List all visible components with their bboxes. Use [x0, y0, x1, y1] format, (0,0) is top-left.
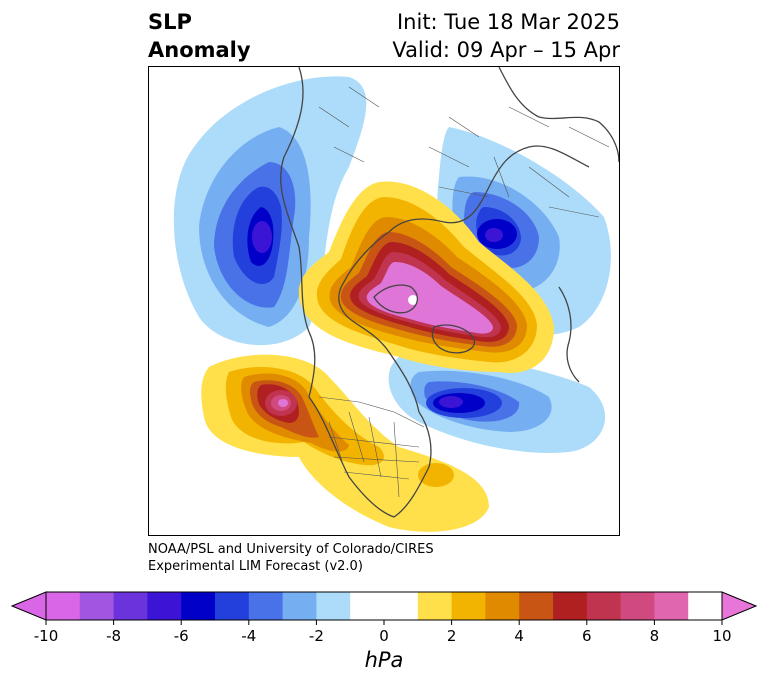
- colorbar-cell: [316, 592, 351, 620]
- forecast-dates: Init: Tue 18 Mar 2025 Valid: 09 Apr – 15…: [392, 8, 620, 64]
- colorbar-unit: hPa: [364, 648, 404, 672]
- colorbar-cell: [485, 592, 520, 620]
- colorbar-over-arrow: [721, 591, 758, 621]
- colorbar-cell: [248, 592, 284, 620]
- borders: [318, 86, 610, 498]
- colorbar-cell: [147, 592, 182, 620]
- colorbar-ticks: [45, 620, 723, 625]
- colorbar-tick-label: 2: [446, 627, 457, 645]
- colorbar-tick-label: 6: [582, 627, 592, 645]
- colorbar-cell: [519, 592, 554, 620]
- colorbar-cell: [282, 592, 317, 620]
- colorbar-under-arrow: [10, 591, 47, 621]
- title-line-1: SLP: [148, 10, 192, 34]
- colorbar-cell: [350, 592, 419, 620]
- colorbar-cell: [113, 592, 148, 620]
- colorbar-cell: [451, 592, 486, 620]
- coastlines: [280, 67, 619, 518]
- atlantic-low-anomaly: [388, 355, 606, 453]
- colorbar-tick-label: 0: [379, 627, 389, 645]
- colorbar-tick-label: 8: [649, 627, 660, 645]
- credit-line-1: NOAA/PSL and University of Colorado/CIRE…: [148, 542, 434, 557]
- title-line-2: Anomaly: [148, 38, 251, 62]
- colorbar-tick-label: -8: [106, 627, 122, 645]
- colorbar-cell: [553, 592, 588, 620]
- colorbar-cell: [215, 592, 250, 620]
- colorbar-cells: [46, 592, 723, 620]
- colorbar-cell: [586, 592, 622, 620]
- colorbar-cell: [417, 592, 453, 620]
- colorbar: [10, 591, 758, 625]
- colorbar-tick-label: -2: [308, 627, 324, 645]
- slp-anomaly-map: [148, 66, 620, 536]
- colorbar-cell: [46, 592, 81, 620]
- colorbar-cell: [79, 592, 115, 620]
- colorbar-tick-label: -10: [33, 627, 59, 645]
- colorbar-cell: [181, 592, 216, 620]
- pacific-low-anomaly: [173, 76, 367, 346]
- colorbar-tick-label: -4: [241, 627, 257, 645]
- valid-dates: Valid: 09 Apr – 15 Apr: [392, 38, 620, 62]
- pacific-high-anomaly: [201, 354, 489, 532]
- colorbar-cell: [688, 592, 723, 620]
- colorbar-cell: [654, 592, 689, 620]
- map-svg: [173, 67, 619, 532]
- colorbar-tick-label: 4: [514, 627, 524, 645]
- credit-text: NOAA/PSL and University of Colorado/CIRE…: [148, 541, 434, 575]
- colorbar-tick-label: -6: [173, 627, 189, 645]
- arctic-high-anomaly: [298, 181, 554, 373]
- credit-line-2: Experimental LIM Forecast (v2.0): [148, 559, 363, 574]
- colorbar-tick-label: 10: [712, 627, 732, 645]
- init-date: Init: Tue 18 Mar 2025: [396, 10, 620, 34]
- map-title: SLP Anomaly: [148, 8, 251, 64]
- colorbar-cell: [620, 592, 655, 620]
